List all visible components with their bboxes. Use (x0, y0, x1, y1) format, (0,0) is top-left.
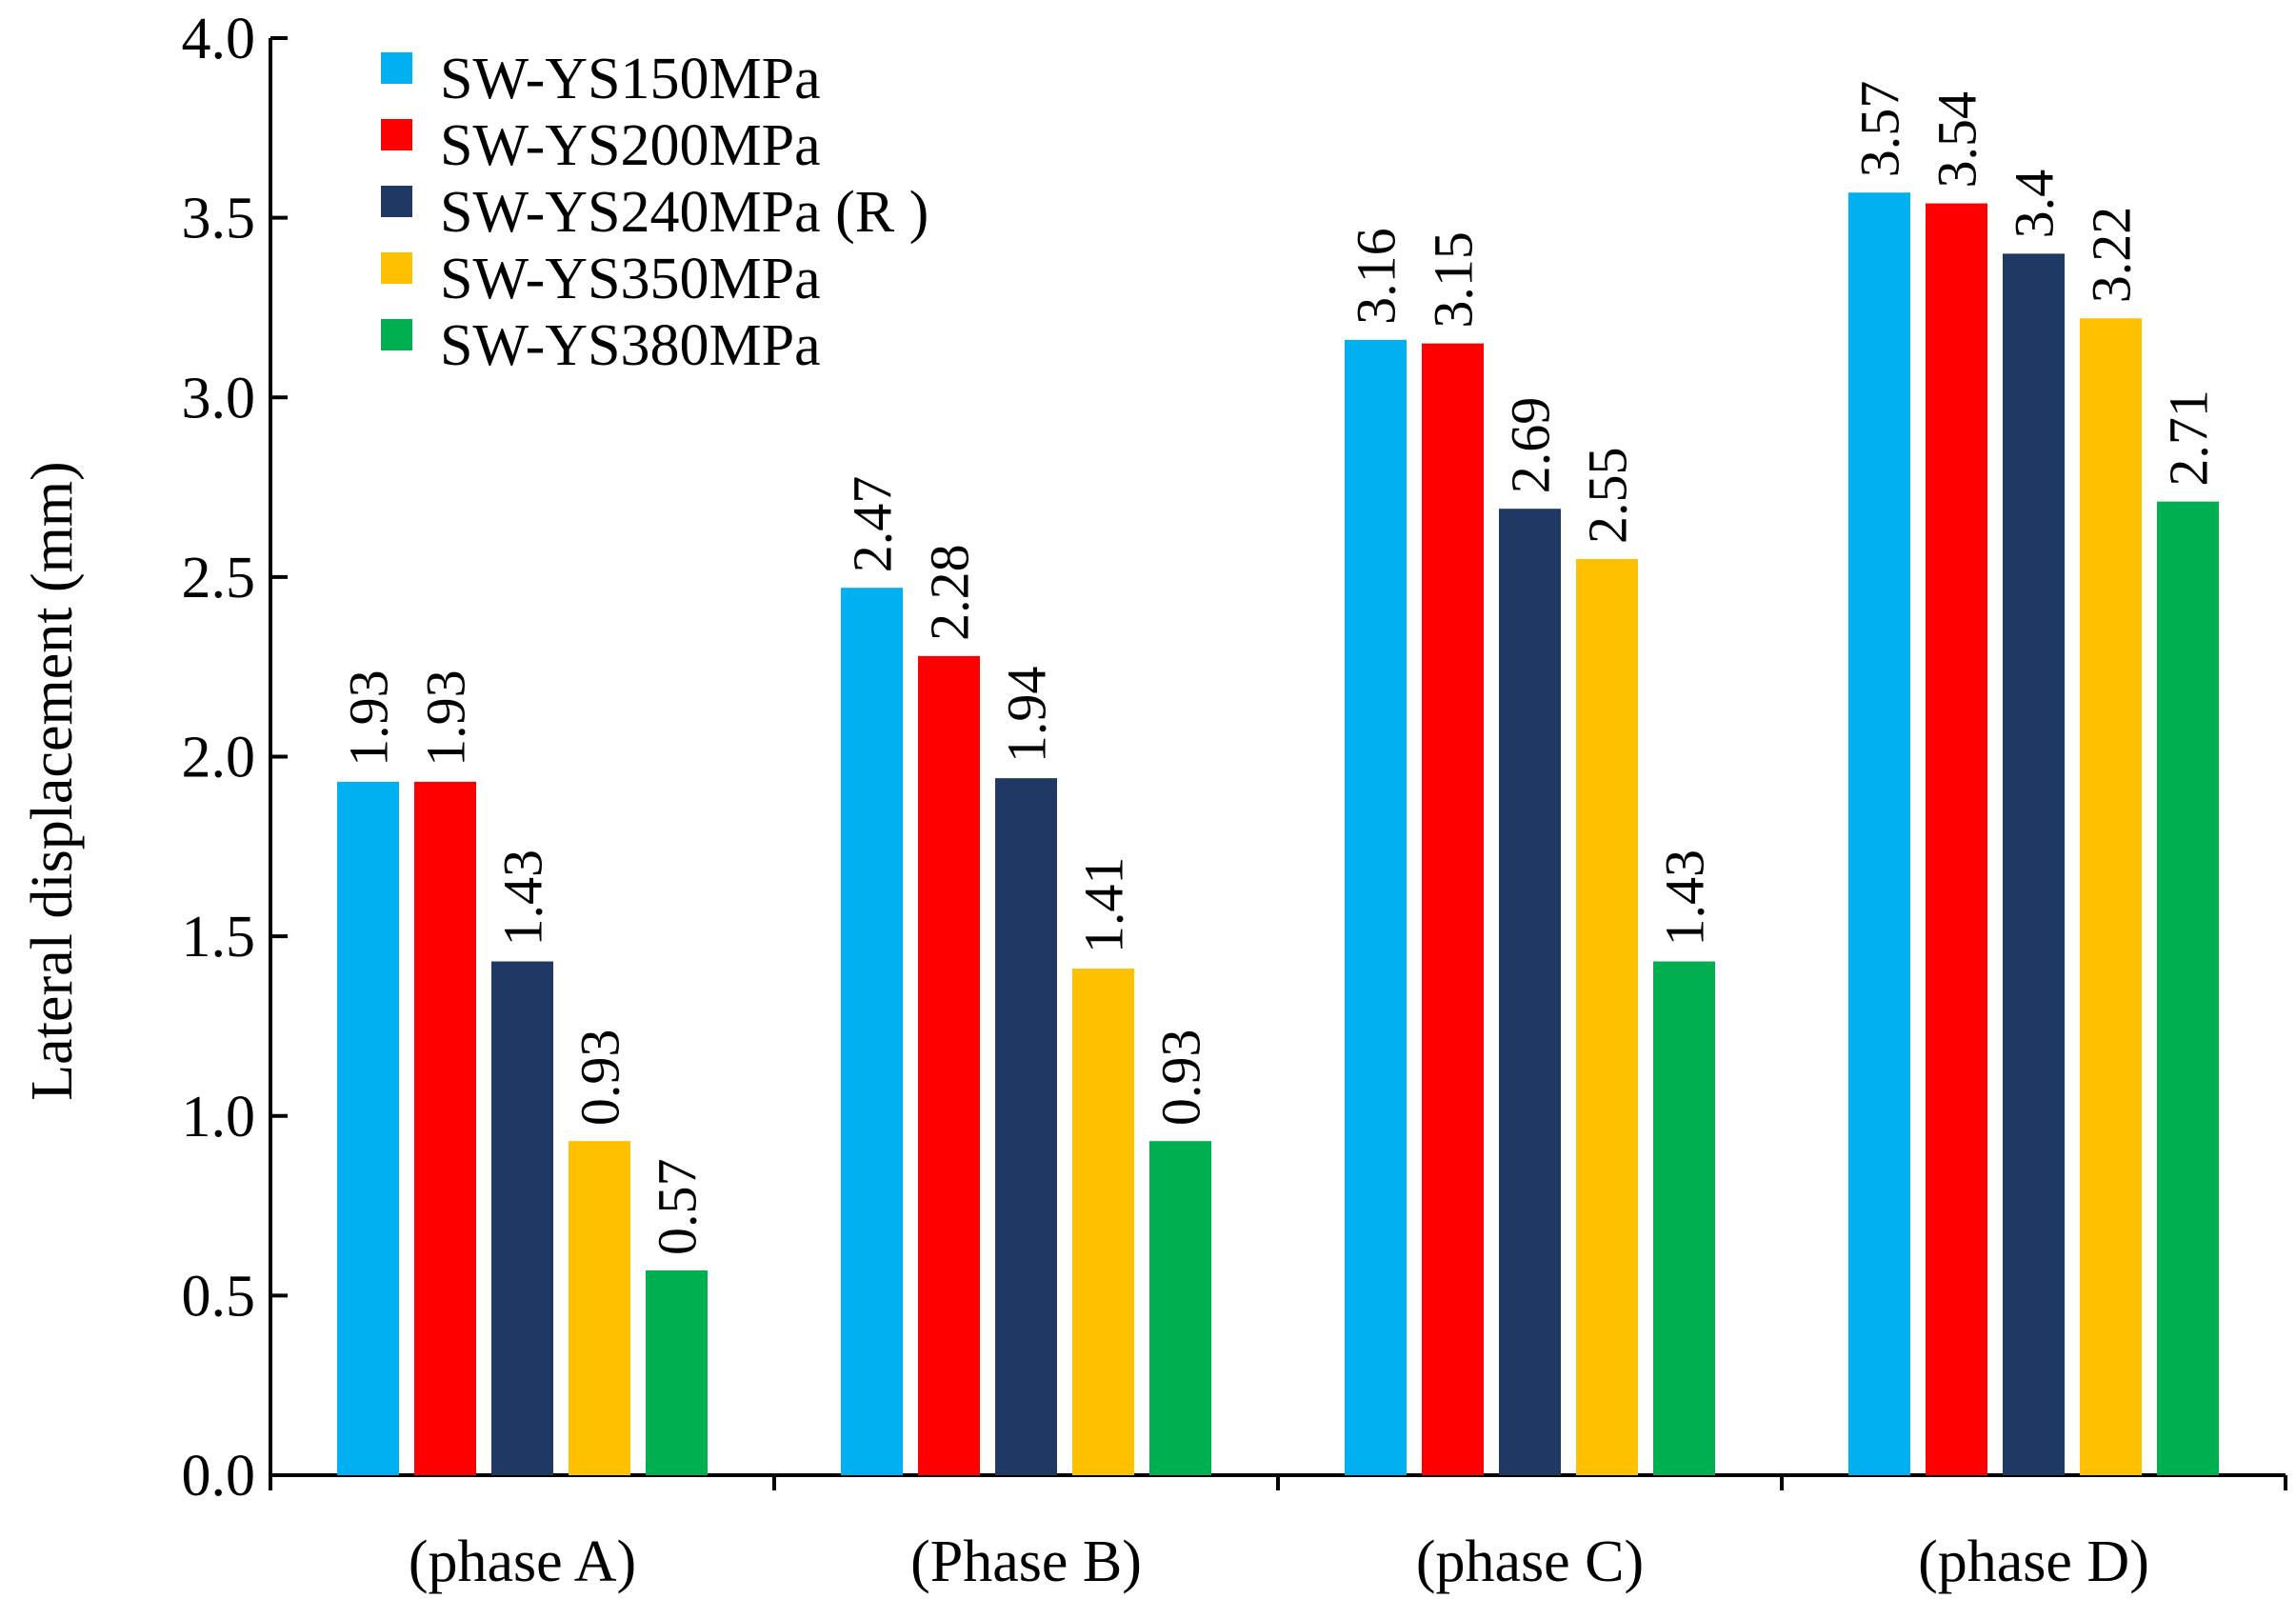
bar-2-2 (918, 655, 980, 1475)
legend-label: SW-YS350MPa (440, 247, 821, 311)
bar-1-3 (1345, 339, 1407, 1475)
data-label: 3.16 (1346, 228, 1408, 325)
data-label: 3.22 (2081, 207, 2143, 304)
bar-3-4 (2003, 253, 2065, 1476)
bar-2-1 (414, 781, 476, 1475)
bar-4-1 (569, 1141, 630, 1475)
data-label: 2.55 (1577, 448, 1639, 545)
y-tick-label: 2.0 (182, 726, 256, 790)
bar-3-2 (995, 778, 1057, 1475)
y-tick-label: 0.0 (182, 1444, 256, 1509)
legend-label: SW-YS200MPa (440, 113, 821, 178)
y-tick-label: 1.0 (182, 1085, 256, 1149)
data-label: 1.41 (1073, 857, 1135, 954)
data-label: 3.57 (1849, 81, 1911, 178)
bar-1-2 (841, 588, 903, 1475)
y-tick-label: 1.5 (182, 905, 256, 969)
y-tick-label: 3.5 (182, 187, 256, 251)
x-category-label: (phase A) (409, 1529, 636, 1594)
x-category-label: (Phase B) (910, 1529, 1142, 1594)
data-label: 0.93 (569, 1029, 631, 1127)
bar-1-1 (337, 781, 399, 1475)
legend-swatch (381, 52, 412, 84)
data-label: 1.93 (338, 670, 400, 767)
legend-label: SW-YS240MPa (R ) (440, 180, 928, 245)
y-axis-title: Lateral displacement (mm) (20, 461, 85, 1100)
bar-4-4 (2080, 318, 2142, 1475)
legend-swatch (381, 186, 412, 217)
data-label: 0.57 (647, 1158, 709, 1255)
y-tick-label: 3.0 (182, 366, 256, 430)
y-tick-label: 4.0 (182, 7, 256, 71)
legend-swatch (381, 252, 412, 284)
data-label: 3.15 (1423, 231, 1485, 329)
bar-4-2 (1072, 969, 1134, 1475)
y-tick-label: 2.5 (182, 546, 256, 610)
data-label: 1.93 (415, 670, 477, 767)
bar-1-4 (1848, 192, 1910, 1475)
data-label: 3.4 (2004, 170, 2066, 239)
data-label: 1.43 (1654, 849, 1716, 947)
legend-swatch (381, 319, 412, 350)
legend-label: SW-YS150MPa (440, 47, 821, 111)
bar-2-4 (1926, 203, 1987, 1475)
data-label: 2.69 (1500, 397, 1562, 494)
bar-4-3 (1576, 559, 1638, 1475)
data-label: 3.54 (1927, 91, 1988, 189)
data-label: 2.47 (842, 476, 904, 573)
data-label: 2.28 (919, 544, 981, 641)
bar-5-3 (1653, 961, 1715, 1475)
plot-area: 0.0 0.5 1.0 1.5 2.0 2.5 3.0 3.5 4.0 (phase A) (Pha… (182, 7, 2287, 1594)
x-category-label: (phase C) (1416, 1529, 1644, 1594)
bar-5-2 (1149, 1141, 1211, 1475)
y-tick-label: 0.5 (182, 1264, 256, 1329)
bar-3-3 (1499, 509, 1561, 1475)
data-label: 0.93 (1150, 1029, 1212, 1127)
bar-3-1 (491, 961, 553, 1475)
bar-5-1 (646, 1269, 708, 1475)
bar-5-4 (2157, 501, 2219, 1475)
x-category-label: (phase D) (1918, 1529, 2149, 1594)
data-label: 1.94 (996, 667, 1058, 764)
legend-swatch (381, 119, 412, 150)
data-label: 1.43 (492, 849, 554, 947)
data-label: 2.71 (2158, 390, 2220, 487)
bar-2-3 (1422, 343, 1484, 1476)
legend-label: SW-YS380MPa (440, 313, 821, 378)
